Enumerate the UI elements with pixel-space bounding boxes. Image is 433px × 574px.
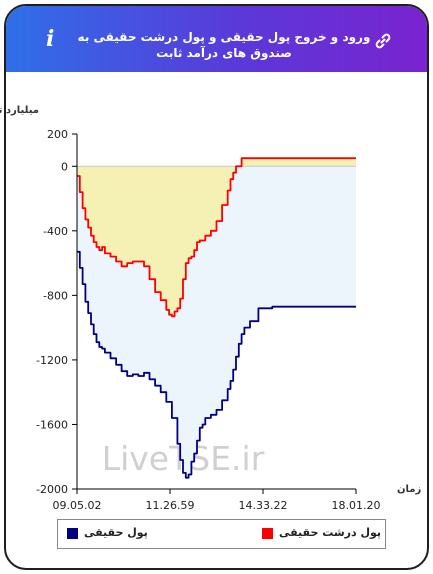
x-tick-label: 18.01.20 [332, 499, 381, 512]
chart-title: ورود و خروج پول حقیقی و پول درشت حقیقی ب… [77, 30, 371, 60]
y-tick-label: -1200 [36, 354, 68, 367]
legend-label-big-real: پول درشت حقیقی [279, 526, 382, 539]
y-tick-label: -400 [43, 225, 68, 238]
y-tick-label: 0 [61, 160, 68, 173]
series-area-1 [77, 158, 356, 317]
x-axis-label: زمان [397, 484, 421, 495]
legend-label-real: پول حقیقی [84, 526, 148, 539]
legend-swatch-real [67, 528, 78, 539]
y-tick-label: -2000 [36, 483, 68, 496]
y-tick-label: -1600 [36, 418, 68, 431]
series-line-1 [77, 157, 356, 318]
y-tick-label: -800 [43, 289, 68, 302]
chart-header: i ورود و خروج پول حقیقی و پول درشت حقیقی… [6, 6, 427, 72]
y-tick-label: 200 [47, 128, 68, 141]
x-tick-label: 11.26.59 [146, 499, 195, 512]
chart-card: i ورود و خروج پول حقیقی و پول درشت حقیقی… [4, 4, 429, 570]
legend-swatch-big-real [262, 528, 273, 539]
legend-item-big-real[interactable]: پول درشت حقیقی [236, 526, 381, 542]
y-axis-label: میلیارد تومان [0, 105, 39, 116]
chart-legend: پول درشت حقیقی پول حقیقی [57, 519, 386, 549]
legend-item-real[interactable]: پول حقیقی [63, 526, 203, 542]
x-tick-label: 09.05.02 [53, 499, 102, 512]
x-tick-label: 14.33.22 [239, 499, 288, 512]
series-line-0 [77, 250, 356, 479]
link-icon[interactable] [374, 32, 392, 50]
info-icon[interactable]: i [46, 26, 55, 52]
